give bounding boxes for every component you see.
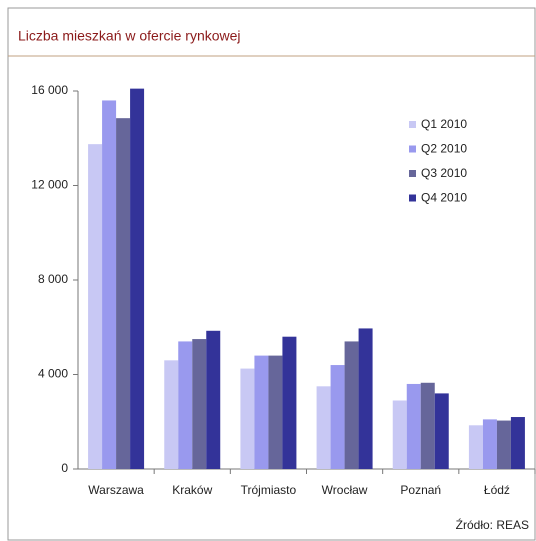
legend-swatch [409, 121, 416, 128]
bar [330, 365, 345, 469]
bar [392, 400, 407, 469]
bar [344, 341, 359, 469]
bar [206, 330, 221, 469]
bar [358, 328, 373, 469]
bar [316, 386, 331, 469]
source: Źródło: REAS [456, 517, 529, 532]
x-tick-label: Wrocław [322, 483, 368, 497]
legend-swatch [409, 170, 416, 177]
y-tick-label: 16 000 [31, 83, 68, 97]
bar [254, 355, 269, 469]
legend-label: Q4 2010 [421, 191, 467, 205]
bar [406, 383, 421, 469]
legend-label: Q3 2010 [421, 166, 467, 180]
bar [116, 118, 131, 469]
bar [268, 355, 283, 469]
frame [7, 7, 536, 541]
y-tick-label: 12 000 [31, 178, 68, 192]
bar [192, 339, 207, 469]
bar [130, 88, 145, 469]
legend-label: Q2 2010 [421, 142, 467, 156]
legend-label: Q1 2010 [421, 117, 467, 131]
y-tick-label: 8 000 [38, 272, 68, 286]
legend-swatch [409, 145, 416, 153]
x-tick-label: Kraków [172, 483, 212, 497]
bar [102, 100, 117, 469]
bar [420, 382, 435, 469]
bar [164, 360, 179, 469]
chart-title: Liczba mieszkań w ofercie rynkowej [18, 28, 241, 44]
bar [434, 393, 449, 469]
x-tick-label: Poznań [400, 483, 441, 497]
y-tick-label: 4 000 [38, 367, 68, 381]
bar [510, 417, 525, 469]
bar [88, 144, 103, 469]
y-tick-label: 0 [61, 461, 68, 475]
bar [482, 419, 497, 469]
bar [178, 341, 193, 469]
x-tick-label: Trójmiasto [241, 483, 297, 497]
x-tick-label: Warszawa [88, 483, 144, 497]
bar [240, 368, 255, 469]
legend-swatch [409, 194, 416, 202]
bar [282, 336, 297, 469]
bar [496, 420, 511, 469]
x-tick-label: Łódź [484, 483, 510, 497]
bar [468, 425, 483, 469]
